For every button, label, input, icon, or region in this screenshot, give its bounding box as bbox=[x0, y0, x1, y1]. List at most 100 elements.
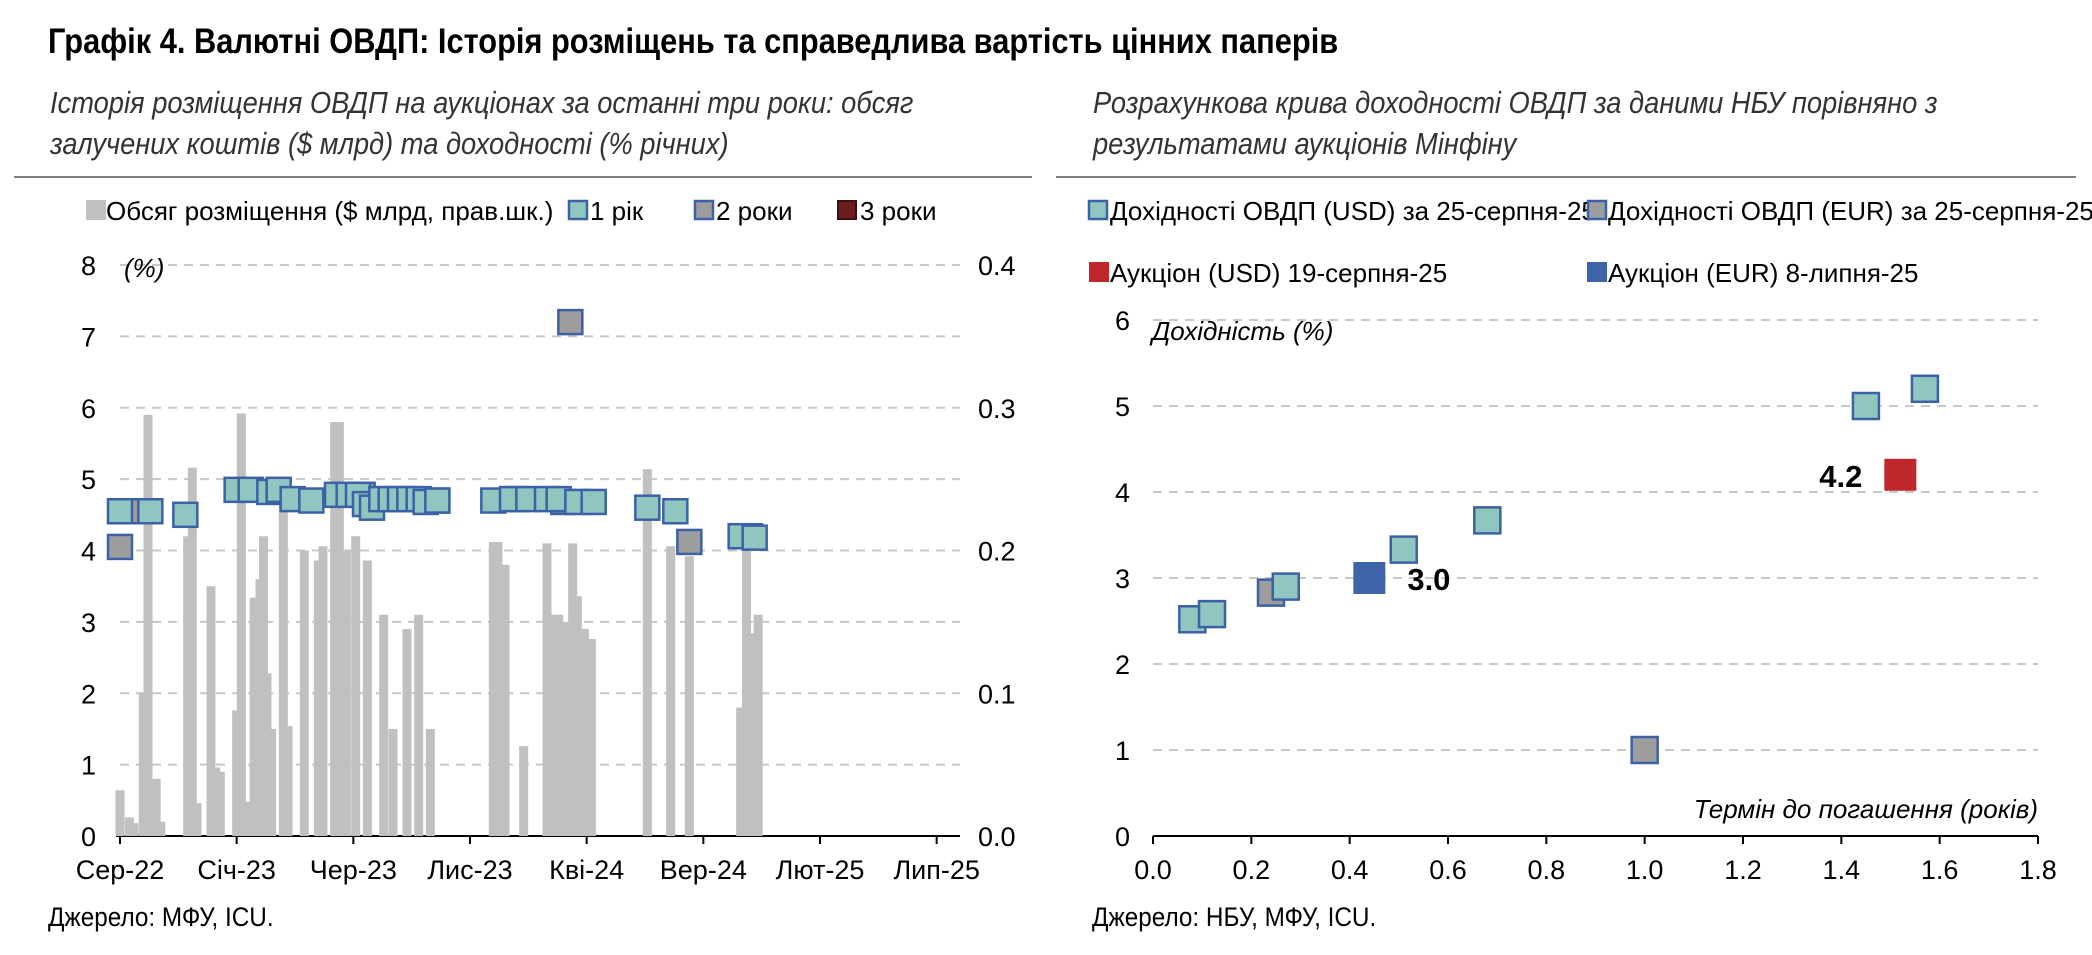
volume-bar bbox=[742, 529, 751, 836]
right-x-tick-label: 1.2 bbox=[1724, 855, 1762, 885]
right-x-tick-label: 0.0 bbox=[1134, 855, 1172, 885]
legend-1y-label: 1 рік bbox=[590, 196, 644, 226]
left-y2-tick-label: 0.0 bbox=[978, 822, 1016, 852]
volume-bar bbox=[379, 614, 389, 836]
volume-bar bbox=[143, 414, 153, 836]
volume-bar bbox=[519, 746, 529, 836]
volume-bar bbox=[579, 629, 589, 836]
right-y-tick-label: 3 bbox=[1115, 564, 1130, 594]
legend-auction-eur-label: Аукціон (EUR) 8-липня-25 bbox=[1608, 258, 1918, 288]
right-y-tick-label: 5 bbox=[1115, 392, 1130, 422]
legend-1y-swatch bbox=[567, 199, 589, 221]
volume-bar bbox=[249, 597, 259, 836]
volume-bar bbox=[187, 467, 197, 836]
right-x-axis-label: Термін до погашення (років) bbox=[1694, 794, 2038, 824]
left-chart: 0 1 2 3 4 5 6 7 8 (%) 0.0 0.1 0.2 0.3 0.4 Сер-22 Січ-23 Ч… bbox=[76, 196, 1016, 885]
volume-bar bbox=[388, 728, 398, 836]
left-x-tick-label: Вер-24 bbox=[660, 855, 747, 885]
usd-yield-marker bbox=[1271, 572, 1300, 601]
volume-bar bbox=[414, 614, 424, 836]
right-y-axis-label: Дохідність (%) bbox=[1149, 316, 1333, 346]
yield-2y-marker bbox=[106, 533, 134, 561]
left-y2-tick-label: 0.3 bbox=[978, 394, 1016, 424]
left-x-tick-label: Січ-23 bbox=[197, 855, 276, 885]
volume-bar bbox=[206, 586, 216, 836]
volume-bar bbox=[156, 821, 166, 836]
left-y-tick-label: 1 bbox=[81, 751, 96, 781]
left-x-tick-label: Сер-22 bbox=[76, 855, 165, 885]
volume-bar bbox=[211, 767, 221, 836]
left-y-tick-label: 5 bbox=[81, 465, 96, 495]
volume-bar bbox=[313, 560, 323, 836]
right-x-tick-label: 0.6 bbox=[1429, 855, 1467, 885]
volume-bar bbox=[547, 614, 557, 836]
usd-yield-marker bbox=[1197, 599, 1227, 629]
left-y-axis-label: (%) bbox=[124, 253, 164, 283]
right-x-tick-label: 1.4 bbox=[1823, 855, 1861, 885]
left-y-tick-label: 2 bbox=[81, 679, 96, 709]
volume-bar bbox=[561, 621, 571, 836]
auction-eur-marker bbox=[1353, 562, 1386, 594]
volume-bar bbox=[283, 726, 293, 836]
auction-usd-marker bbox=[1884, 458, 1917, 491]
left-y2-tick-label: 0.1 bbox=[978, 679, 1016, 709]
volume-bar bbox=[138, 693, 148, 836]
left-chart-source: Джерело: МФУ, ICU. bbox=[48, 902, 274, 932]
volume-bar bbox=[232, 710, 242, 836]
auction-eur-label: 3.0 bbox=[1407, 562, 1450, 597]
left-x-tick-label: Лют-25 bbox=[776, 855, 865, 885]
volume-bar bbox=[554, 614, 564, 836]
volume-bar bbox=[488, 541, 498, 836]
legend-auction-usd-label: Аукціон (USD) 19-серпня-25 bbox=[1110, 258, 1447, 288]
yield-2y-marker bbox=[557, 308, 584, 336]
left-y2-tick-label: 0.4 bbox=[978, 251, 1016, 281]
right-x-tick-label: 1.0 bbox=[1626, 855, 1664, 885]
volume-bar bbox=[586, 639, 596, 836]
left-y-tick-label: 7 bbox=[81, 322, 96, 352]
volume-bar bbox=[684, 556, 694, 836]
legend-3y-swatch bbox=[837, 200, 857, 220]
volume-bar bbox=[572, 596, 582, 836]
legend-usd-label: Дохідності ОВДП (USD) за 25-серпня-25 bbox=[1110, 196, 1596, 226]
legend-usd-swatch bbox=[1087, 199, 1109, 221]
legend-2y-swatch bbox=[693, 199, 715, 221]
volume-bar bbox=[351, 536, 361, 836]
left-y-tick-label: 6 bbox=[81, 394, 96, 424]
yield-2y-marker bbox=[676, 528, 703, 556]
volume-bar bbox=[402, 629, 412, 836]
volume-bar bbox=[236, 413, 246, 836]
usd-yield-marker bbox=[1851, 391, 1881, 421]
right-y-tick-label: 2 bbox=[1115, 650, 1130, 680]
right-chart: 0 1 2 3 4 5 6 0.0 0.2 0.4 0.6 0.8 1.0 1.2 1.4 1.6 1.8 Дох… bbox=[1087, 196, 2092, 885]
legend-auction-usd-swatch bbox=[1089, 262, 1109, 282]
volume-bar bbox=[215, 771, 225, 836]
volume-bar bbox=[299, 550, 309, 836]
usd-yield-marker bbox=[1389, 535, 1418, 564]
right-divider bbox=[1056, 176, 2076, 178]
volume-bar bbox=[278, 486, 288, 836]
volume-bar bbox=[115, 790, 125, 836]
legend-volume-label: Обсяг розміщення ($ млрд, прав.шк.) bbox=[106, 196, 553, 226]
volume-bar bbox=[318, 546, 328, 836]
left-y-tick-label: 4 bbox=[81, 537, 96, 567]
right-y-tick-label: 1 bbox=[1115, 736, 1130, 766]
yield-1y-marker bbox=[634, 494, 661, 521]
volume-bar bbox=[330, 422, 340, 836]
volume-bar bbox=[183, 536, 193, 836]
volume-bar bbox=[500, 564, 510, 836]
volume-bar bbox=[493, 541, 503, 836]
right-chart-source: Джерело: НБУ, МФУ, ICU. bbox=[1092, 902, 1377, 932]
left-y2-tick-label: 0.2 bbox=[978, 537, 1016, 567]
left-x-tick-label: Лип-25 bbox=[893, 855, 979, 885]
page-title: Графік 4. Валютні ОВДП: Історія розміщен… bbox=[48, 22, 1339, 61]
volume-bar bbox=[341, 550, 351, 836]
right-x-tick-label: 1.8 bbox=[2019, 855, 2057, 885]
left-x-tick-label: Кві-24 bbox=[549, 855, 624, 885]
volume-bar bbox=[542, 543, 552, 836]
legend-auction-eur-swatch bbox=[1587, 262, 1607, 282]
volume-bar bbox=[425, 728, 435, 836]
usd-yield-marker bbox=[1473, 506, 1502, 535]
yield-1y-marker bbox=[424, 487, 451, 514]
volume-bar bbox=[129, 823, 139, 836]
volume-bar bbox=[362, 560, 372, 836]
